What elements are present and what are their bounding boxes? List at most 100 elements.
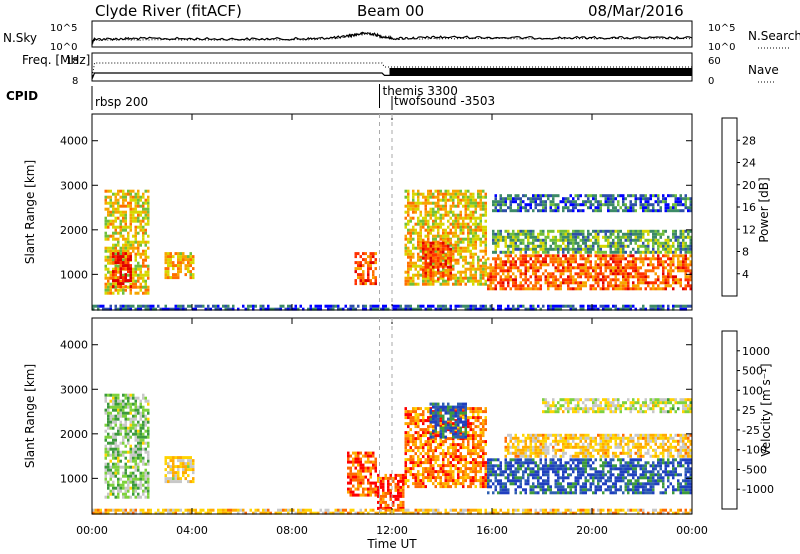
heatmap-cell	[594, 209, 597, 213]
heatmap-cell	[364, 252, 367, 256]
heatmap-cell	[504, 200, 507, 204]
heatmap-cell	[689, 287, 692, 291]
heatmap-cell	[422, 479, 425, 483]
heatmap-cell	[192, 276, 195, 280]
heatmap-cell	[544, 244, 547, 248]
heatmap-cell	[129, 258, 132, 262]
heatmap-cell	[437, 268, 440, 272]
heatmap-cell	[477, 189, 480, 193]
heatmap-cell	[419, 231, 422, 235]
heatmap-cell	[107, 189, 110, 193]
heatmap-cell	[397, 307, 400, 311]
heatmap-cell	[479, 276, 482, 280]
heatmap-cell	[589, 238, 592, 242]
heatmap-cell	[114, 408, 117, 412]
heatmap-cell	[614, 272, 617, 276]
heatmap-cell	[107, 207, 110, 211]
heatmap-cell	[439, 476, 442, 480]
heatmap-cell	[572, 266, 575, 270]
heatmap-cell	[447, 461, 450, 465]
heatmap-cell	[109, 198, 112, 202]
heatmap-cell	[457, 429, 460, 433]
heatmap-cell	[104, 267, 107, 271]
heatmap-cell	[612, 206, 615, 210]
heatmap-cell	[402, 506, 405, 510]
heatmap-cell	[497, 266, 500, 270]
heatmap-cell	[107, 225, 110, 229]
heatmap-cell	[107, 408, 110, 412]
heatmap-cell	[634, 275, 637, 279]
heatmap-cell	[379, 476, 382, 480]
heatmap-cell	[104, 495, 107, 499]
heatmap-cell	[119, 210, 122, 214]
heatmap-cell	[464, 255, 467, 259]
heatmap-cell	[439, 237, 442, 241]
heatmap-cell	[127, 489, 130, 493]
heatmap-cell	[637, 197, 640, 201]
heatmap-cell	[434, 440, 437, 444]
heatmap-cell	[432, 256, 435, 260]
heatmap-cell	[477, 455, 480, 459]
heatmap-cell	[472, 237, 475, 241]
heatmap-cell	[644, 244, 647, 248]
heatmap-cell	[627, 260, 630, 264]
heatmap-cell	[127, 285, 130, 289]
heatmap-cell	[429, 256, 432, 260]
heatmap-cell	[129, 411, 132, 415]
heatmap-cell	[657, 203, 660, 207]
heatmap-cell	[689, 263, 692, 267]
heatmap-cell	[549, 244, 552, 248]
heatmap-cell	[654, 238, 657, 242]
heatmap-cell	[122, 261, 125, 265]
heatmap-cell	[459, 482, 462, 486]
heatmap-cell	[489, 470, 492, 474]
heatmap-cell	[354, 478, 357, 482]
heatmap-cell	[302, 307, 305, 311]
heatmap-cell	[567, 247, 570, 251]
heatmap-cell	[447, 408, 450, 412]
heatmap-cell	[134, 216, 137, 220]
heatmap-cell	[122, 267, 125, 271]
heatmap-cell	[444, 241, 447, 245]
heatmap-cell	[642, 275, 645, 279]
heatmap-cell	[109, 276, 112, 280]
heatmap-cell	[427, 234, 430, 238]
heatmap-cell	[357, 261, 360, 265]
heatmap-cell	[642, 209, 645, 213]
heatmap-cell	[144, 249, 147, 253]
heatmap-cell	[369, 469, 372, 473]
heatmap-cell	[509, 263, 512, 267]
heatmap-cell	[194, 304, 197, 308]
heatmap-cell	[134, 267, 137, 271]
heatmap-cell	[212, 304, 215, 308]
heatmap-cell	[104, 282, 107, 286]
heatmap-cell	[519, 229, 522, 233]
heatmap-cell	[147, 420, 150, 424]
heatmap-cell	[432, 271, 435, 275]
heatmap-cell	[557, 194, 560, 198]
heatmap-cell	[539, 244, 542, 248]
heatmap-cell	[439, 204, 442, 208]
heatmap-cell	[474, 231, 477, 235]
heatmap-cell	[619, 241, 622, 245]
heatmap-cell	[477, 479, 480, 483]
heatmap-cell	[122, 264, 125, 268]
heatmap-cell	[504, 485, 507, 489]
heatmap-cell	[514, 281, 517, 285]
heatmap-cell	[139, 210, 142, 214]
heatmap-cell	[384, 304, 387, 308]
heatmap-cell	[464, 458, 467, 462]
heatmap-cell	[472, 240, 475, 244]
heatmap-cell	[202, 304, 205, 308]
heatmap-cell	[117, 426, 120, 430]
heatmap-cell	[424, 259, 427, 263]
heatmap-cell	[657, 229, 660, 233]
heatmap-cell	[124, 288, 127, 292]
heatmap-cell	[404, 222, 407, 226]
heatmap-cell	[409, 434, 412, 438]
heatmap-cell	[132, 393, 135, 397]
heatmap-cell	[454, 276, 457, 280]
heatmap-cell	[187, 270, 190, 274]
heatmap-cell	[609, 284, 612, 288]
heatmap-cell	[362, 454, 365, 458]
